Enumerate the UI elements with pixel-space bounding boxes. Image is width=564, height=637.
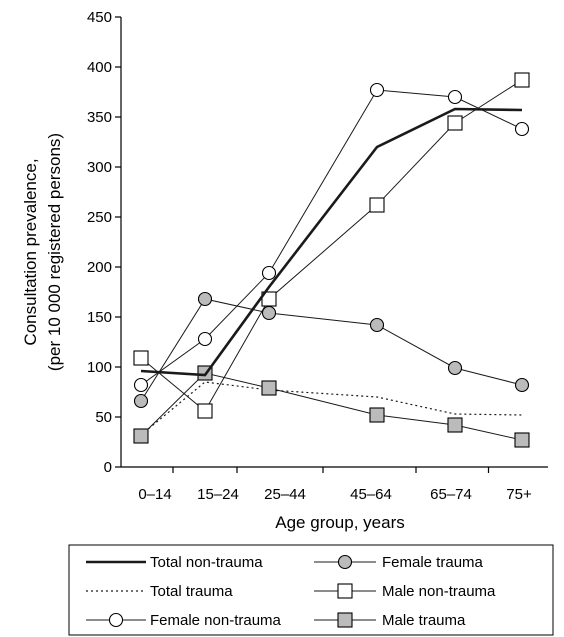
y-tick-label: 250: [87, 209, 112, 226]
x-tick-label: 75+: [506, 486, 532, 503]
legend-item-female-non-trauma: Female non-trauma: [86, 612, 282, 629]
y-tick-label: 450: [87, 9, 112, 26]
series-total-non-trauma: [140, 107, 523, 377]
legend: Total non-trauma Female trauma Total traum…: [68, 544, 554, 636]
x-axis: 0–14 15–24 25–44 45–64 65–74 75+: [121, 466, 548, 503]
x-tick-label: 15–24: [197, 486, 239, 503]
series-line-male-trauma: [140, 372, 523, 441]
series-total-trauma: [140, 381, 523, 436]
series-line-total-trauma: [140, 381, 523, 436]
legend-marker-male-trauma: [337, 612, 353, 628]
x-axis-title: Age group, years: [275, 513, 404, 532]
data-point-male-non-trauma: [261, 291, 277, 307]
series-line-female-non-trauma: [140, 89, 523, 386]
data-point-male-non-trauma: [514, 72, 530, 88]
legend-label-male-non-trauma: Male non-trauma: [382, 583, 496, 600]
x-tick-label: 45–64: [350, 486, 392, 503]
data-point-male-non-trauma: [133, 350, 149, 366]
data-point-female-non-trauma: [447, 89, 463, 105]
legend-marker-female-non-trauma: [108, 612, 124, 628]
y-tick-label: 50: [95, 409, 112, 426]
legend-item-male-trauma: Male trauma: [314, 612, 466, 629]
y-tick-label: 200: [87, 259, 112, 276]
data-point-male-trauma: [369, 407, 385, 423]
series-female-trauma: [133, 291, 530, 409]
data-point-male-non-trauma: [369, 197, 385, 213]
data-point-female-trauma: [514, 377, 530, 393]
y-tick-label: 400: [87, 59, 112, 76]
series-line-female-trauma: [140, 298, 523, 402]
y-tick-label: 100: [87, 359, 112, 376]
series-line-male-non-trauma: [140, 79, 523, 412]
data-point-female-trauma: [261, 305, 277, 321]
legend-item-total-trauma: Total trauma: [86, 583, 233, 600]
data-point-male-non-trauma: [447, 115, 463, 131]
data-point-male-trauma: [514, 432, 530, 448]
x-tick-label: 25–44: [264, 486, 306, 503]
series-female-non-trauma: [133, 82, 530, 393]
legend-item-female-trauma: Female trauma: [314, 554, 484, 571]
series-male-trauma: [133, 365, 530, 448]
x-tick-label: 0–14: [138, 486, 171, 503]
y-tick-label: 150: [87, 309, 112, 326]
legend-marker-male-non-trauma: [337, 583, 353, 599]
data-point-female-non-trauma: [133, 377, 149, 393]
data-point-female-trauma: [447, 360, 463, 376]
y-axis-title-line2: (per 10 000 registered persons): [45, 133, 64, 371]
series-lines: [133, 72, 530, 448]
data-point-male-trauma: [261, 380, 277, 396]
legend-marker-female-trauma: [337, 554, 353, 570]
data-point-female-trauma: [133, 393, 149, 409]
y-axis: 0 50 100 150 200 250 300 350 400 450: [87, 9, 122, 476]
data-point-female-non-trauma: [261, 265, 277, 281]
data-point-male-trauma: [447, 417, 463, 433]
data-point-female-trauma: [197, 291, 213, 307]
legend-box: [68, 544, 554, 636]
legend-item-male-non-trauma: Male non-trauma: [314, 583, 496, 600]
data-point-female-non-trauma: [197, 331, 213, 347]
legend-label-total-non-trauma: Total non-trauma: [150, 554, 263, 571]
x-tick-label: 65–74: [430, 486, 472, 503]
data-point-male-trauma: [133, 428, 149, 444]
y-tick-label: 300: [87, 159, 112, 176]
legend-label-total-trauma: Total trauma: [150, 583, 233, 600]
legend-label-male-trauma: Male trauma: [382, 612, 466, 629]
series-male-non-trauma: [133, 72, 530, 419]
data-point-female-non-trauma: [369, 82, 385, 98]
y-tick-label: 0: [104, 459, 112, 476]
data-point-female-trauma: [369, 317, 385, 333]
y-axis-title-line1: Consultation prevalence,: [21, 158, 40, 345]
series-line-total-non-trauma: [140, 107, 523, 377]
y-tick-label: 350: [87, 109, 112, 126]
legend-item-total-non-trauma: Total non-trauma: [86, 554, 263, 571]
data-point-female-non-trauma: [514, 121, 530, 137]
legend-label-female-non-trauma: Female non-trauma: [150, 612, 282, 629]
data-point-male-non-trauma: [197, 403, 213, 419]
legend-label-female-trauma: Female trauma: [382, 554, 484, 571]
